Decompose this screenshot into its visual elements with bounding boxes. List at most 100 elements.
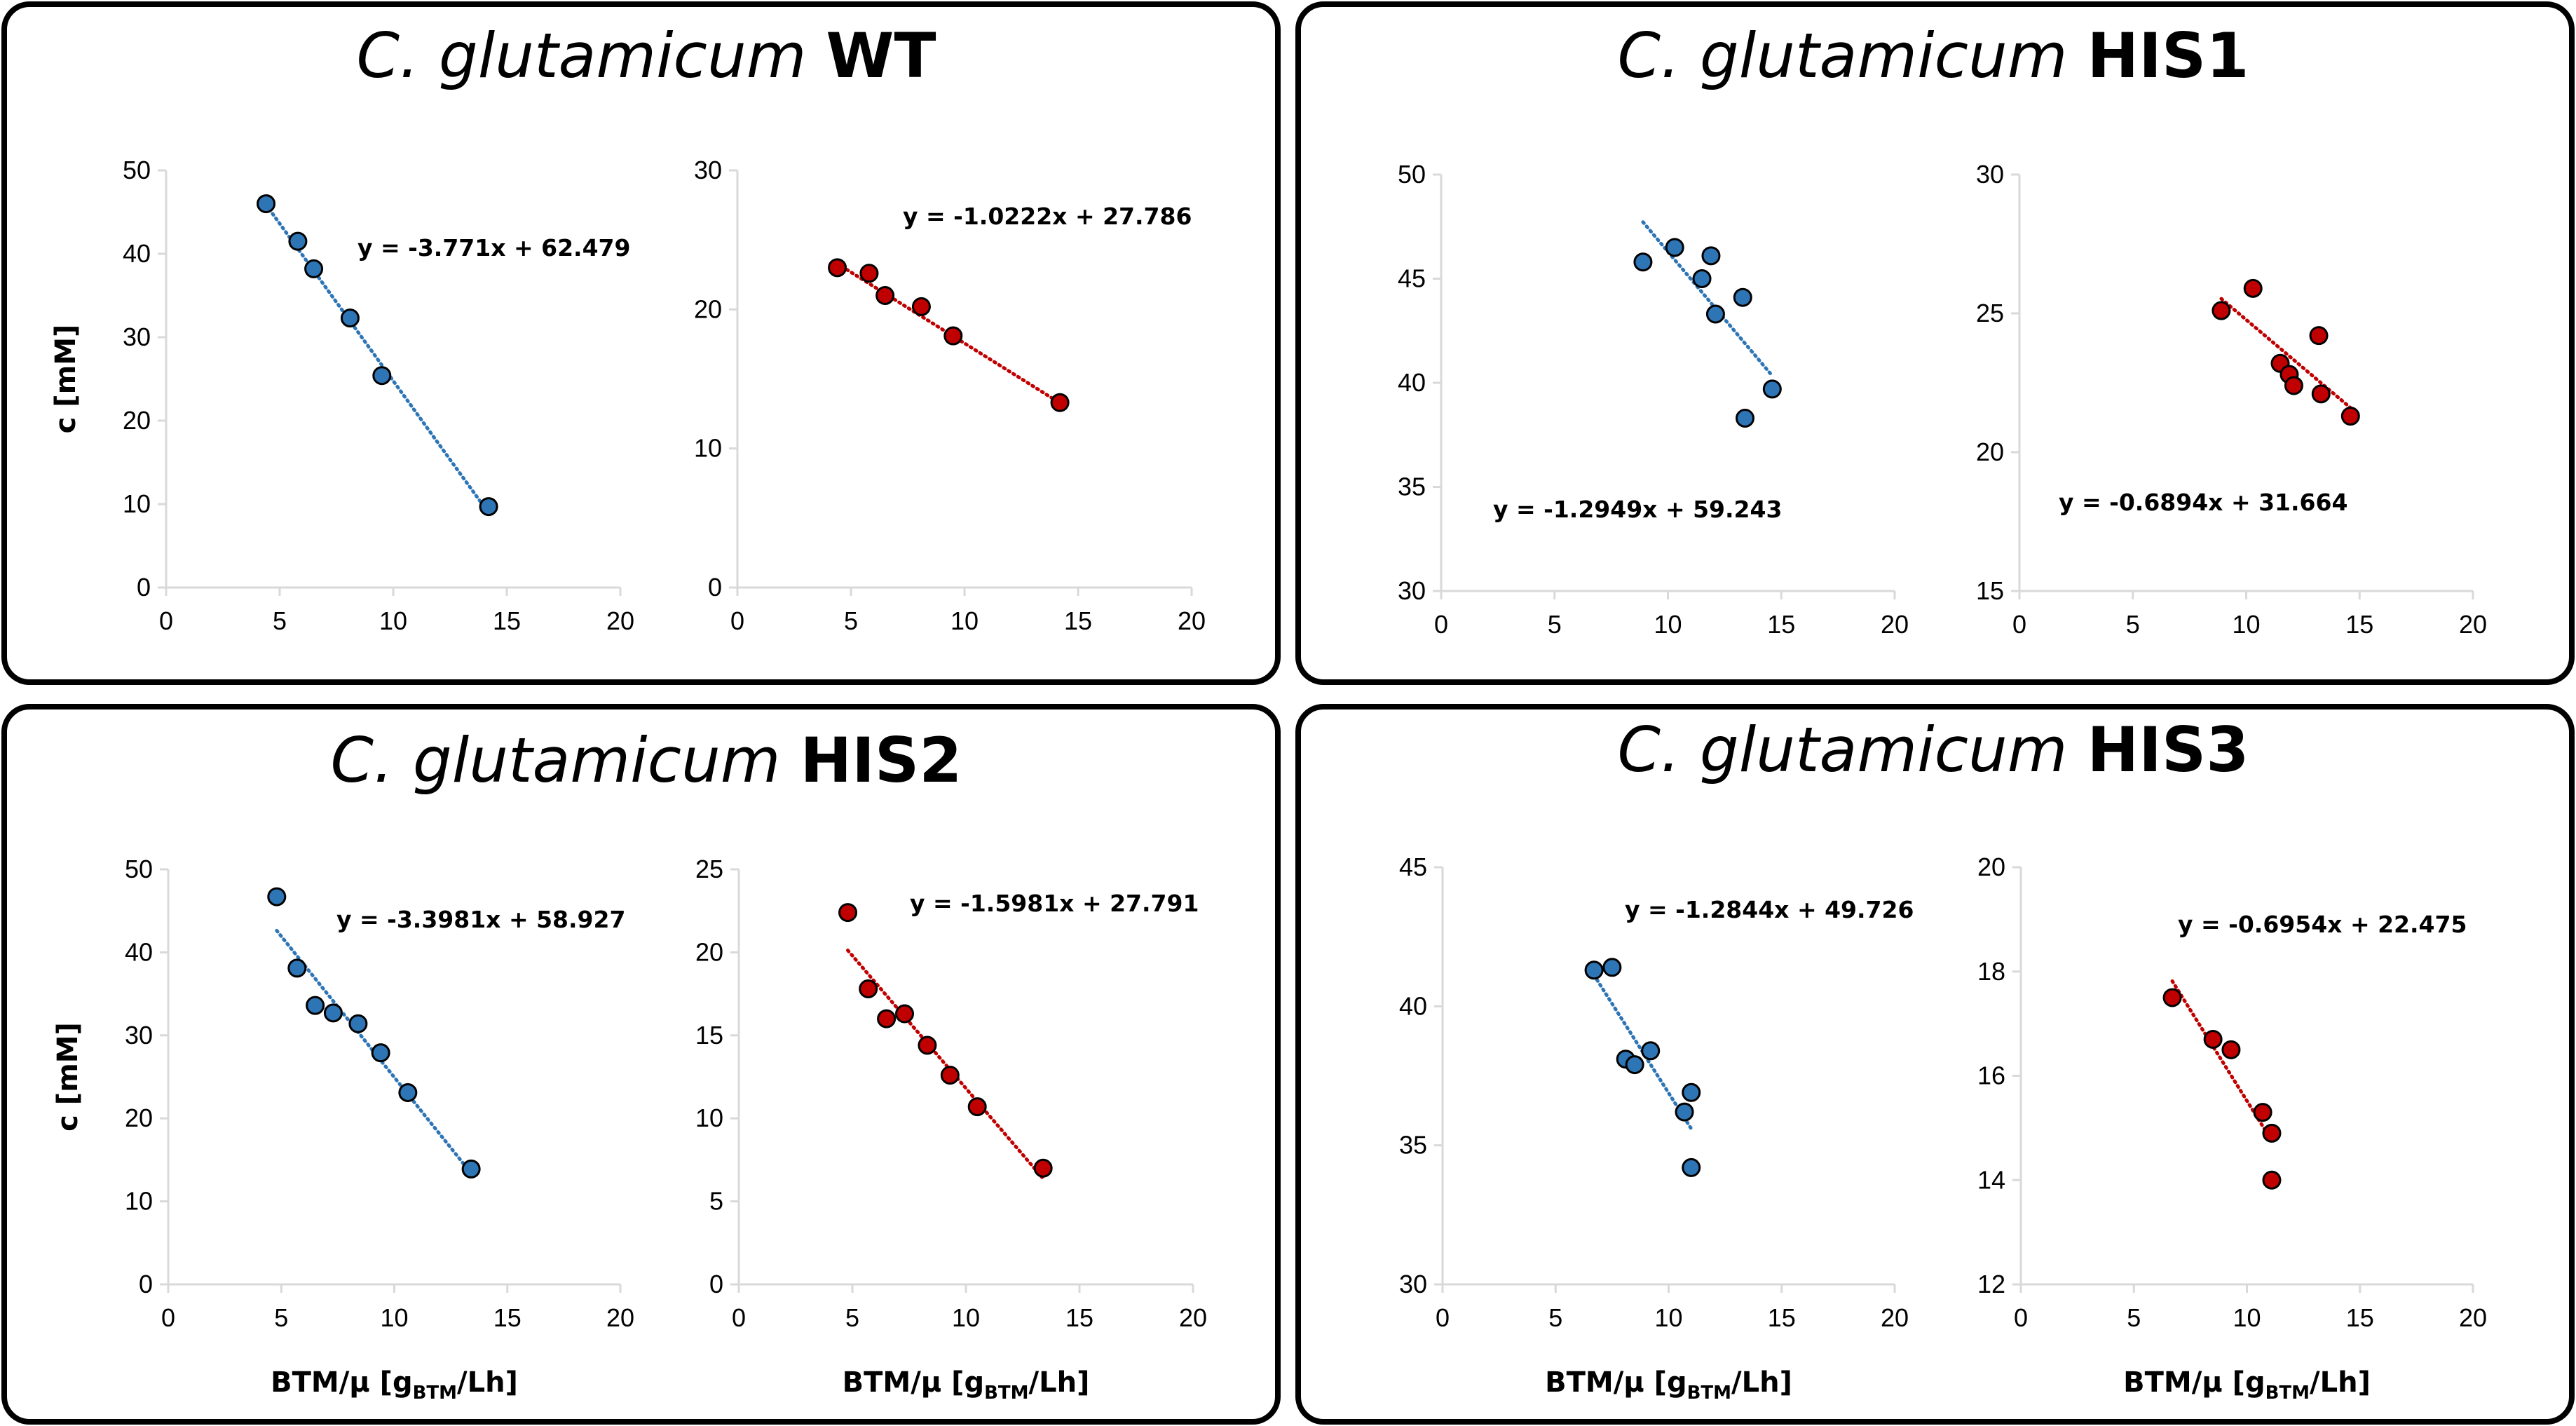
x-tick-label: 0 — [1434, 610, 1448, 639]
data-point — [828, 258, 847, 278]
y-tick-label: 35 — [1398, 473, 1426, 501]
y-tick-label: 50 — [1398, 160, 1426, 189]
x-tick-label: 5 — [2127, 1303, 2141, 1332]
title-species: C. glutamicum — [1618, 20, 2087, 92]
data-point — [2284, 376, 2303, 395]
data-point — [1682, 1157, 1701, 1177]
y-tick-label: 50 — [123, 156, 151, 184]
data-point — [1705, 304, 1725, 324]
x-axis-label-main: BTM/μ [g — [2123, 1366, 2265, 1399]
x-tick-label: 15 — [1768, 1303, 1796, 1332]
y-axis-label: c [mM] — [52, 1022, 84, 1132]
data-point — [911, 297, 931, 316]
panel-title-his2: C. glutamicum HIS2 — [331, 724, 962, 796]
y-tick-label: 40 — [123, 239, 151, 268]
data-point — [2212, 301, 2231, 320]
x-axis-label-tail: /Lh] — [1731, 1366, 1792, 1399]
subplot-his1-red: 15 20 25 30 0 5 10 15 20 y = -0.6894x + 31.664 — [1976, 160, 2487, 639]
x-axis-label-main: BTM/μ [g — [271, 1366, 412, 1399]
data-point — [1692, 269, 1712, 288]
data-point — [1633, 252, 1653, 272]
trendline-equation: y = -1.2949x + 59.243 — [1493, 496, 1782, 523]
trendline-equation: y = -1.0222x + 27.786 — [903, 203, 1192, 230]
data-point — [1050, 393, 1070, 412]
y-tick-label: 20 — [125, 1104, 153, 1132]
trendline-equation: y = -1.2844x + 49.726 — [1625, 896, 1914, 923]
y-tick-label: 10 — [694, 434, 722, 463]
x-tick-label: 15 — [493, 1303, 522, 1332]
data-point — [1602, 958, 1622, 977]
x-tick-label: 15 — [2346, 1303, 2374, 1332]
data-point — [2243, 278, 2263, 298]
x-tick-label: 20 — [606, 1303, 634, 1332]
y-tick-label: 20 — [123, 406, 151, 435]
subplot-wt-blue: 0 10 20 30 40 50 0 5 10 15 20 y = -3.771x + 62.479 c… — [50, 156, 634, 635]
x-tick-label: 20 — [2459, 610, 2487, 639]
y-tick-label: 5 — [709, 1187, 723, 1216]
data-point — [2340, 407, 2360, 426]
y-tick-label: 20 — [1976, 437, 2004, 466]
y-tick-label: 30 — [694, 156, 722, 184]
data-point — [267, 887, 287, 906]
x-tick-label: 0 — [161, 1303, 175, 1332]
y-tick-label: 40 — [1398, 368, 1426, 397]
x-tick-label: 15 — [1767, 610, 1795, 639]
data-point — [967, 1097, 987, 1117]
data-point — [859, 979, 878, 998]
x-tick-label: 0 — [730, 606, 744, 635]
x-tick-label: 20 — [1178, 606, 1206, 635]
data-point — [2253, 1103, 2272, 1122]
x-axis-label: BTM/μ [gBTM/Lh] — [2123, 1366, 2371, 1404]
subplot-his3-blue: 30 35 40 45 0 5 10 15 20 y = -1.2844x + 49.726 BTM… — [1399, 853, 1914, 1404]
trendline-equation: y = -1.5981x + 27.791 — [910, 890, 1199, 917]
y-tick-label: 30 — [1399, 1270, 1427, 1298]
x-axis-label-sub: BTM — [1687, 1383, 1731, 1404]
x-tick-label: 5 — [1548, 610, 1562, 639]
y-tick-label: 20 — [695, 937, 723, 966]
data-point — [287, 958, 307, 978]
title-species: C. glutamicum — [331, 724, 800, 796]
trendline-equation: y = -3.771x + 62.479 — [357, 234, 630, 262]
data-point — [1033, 1158, 1053, 1178]
x-tick-label: 5 — [2126, 610, 2140, 639]
y-tick-label: 12 — [1977, 1270, 2005, 1298]
panel-wt — [1, 1, 1281, 685]
data-point — [479, 497, 498, 517]
x-axis-label-sub: BTM — [984, 1383, 1028, 1404]
x-axis-label-sub: BTM — [413, 1383, 457, 1404]
y-tick-label: 50 — [125, 855, 153, 883]
y-tick-label: 16 — [1977, 1061, 2005, 1090]
data-point — [340, 308, 360, 328]
title-strain: WT — [826, 20, 936, 92]
data-point — [2203, 1029, 2223, 1049]
x-tick-label: 10 — [1654, 1303, 1682, 1332]
x-tick-label: 10 — [379, 606, 407, 635]
x-axis-label-tail: /Lh] — [2310, 1366, 2371, 1399]
data-point — [918, 1035, 937, 1055]
y-tick-label: 45 — [1399, 853, 1427, 881]
data-point — [2262, 1123, 2282, 1143]
subplot-his2-blue: 0 10 20 30 40 50 0 5 10 15 20 y = -3.3981x + 58.927… — [52, 855, 634, 1404]
trendline-equation: y = -0.6954x + 22.475 — [2178, 911, 2467, 938]
data-point — [461, 1159, 481, 1179]
data-point — [1625, 1055, 1644, 1075]
title-strain: HIS1 — [2087, 20, 2249, 92]
data-point — [877, 1009, 897, 1028]
x-tick-label: 0 — [1436, 1303, 1450, 1332]
y-tick-label: 35 — [1399, 1131, 1427, 1160]
data-point — [288, 231, 308, 251]
trendline — [264, 203, 491, 515]
x-axis-label: BTM/μ [gBTM/Lh] — [1545, 1366, 1792, 1404]
x-tick-label: 5 — [845, 1303, 859, 1332]
y-tick-label: 40 — [125, 937, 153, 966]
title-strain: HIS3 — [2087, 714, 2249, 786]
y-tick-label: 30 — [123, 322, 151, 351]
title-strain: HIS2 — [800, 724, 962, 796]
y-tick-label: 0 — [709, 1270, 723, 1298]
data-point — [371, 1043, 390, 1063]
panel-his2 — [1, 704, 1281, 1425]
data-point — [1735, 408, 1754, 428]
data-point — [875, 286, 895, 305]
subplot-his1-blue: 30 35 40 45 50 0 5 10 15 20 y = -1.2949x + 59.243 — [1398, 160, 1909, 639]
